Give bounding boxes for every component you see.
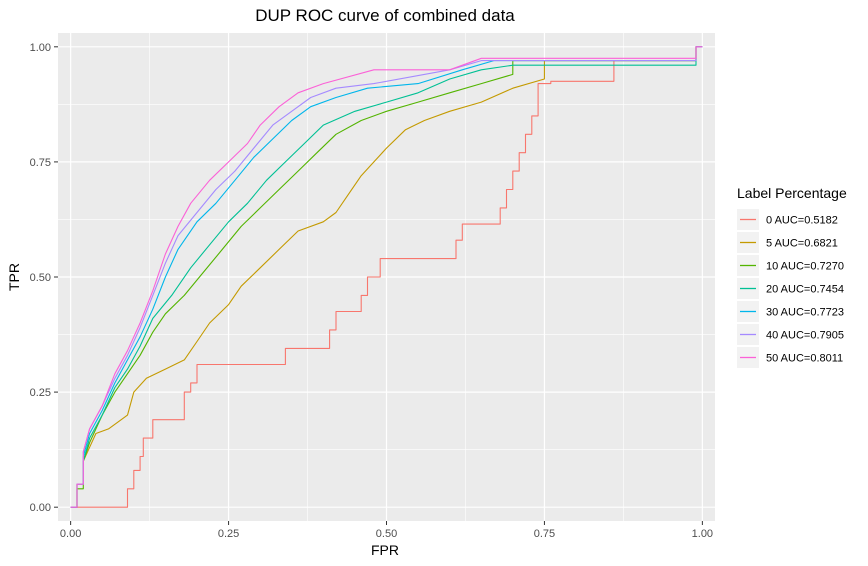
x-tick-label: 0.00: [60, 528, 81, 540]
series-line-3: [70, 46, 703, 508]
legend-label-6: 50 AUC=0.8011: [766, 353, 843, 365]
x-tick-label: 1.00: [692, 528, 713, 540]
legend-label-0: 0 AUC=0.5182: [766, 215, 838, 227]
legend-label-4: 30 AUC=0.7723: [766, 307, 844, 319]
x-tick-label: 0.50: [376, 528, 397, 540]
y-tick-label: 1.00: [30, 42, 51, 54]
series-line-2: [70, 46, 703, 508]
y-tick-label: 0.25: [30, 387, 51, 399]
series-line-4: [70, 46, 703, 508]
plot-panel: [58, 33, 715, 521]
series-layer: [70, 46, 703, 508]
y-tick-label: 0.00: [30, 502, 51, 514]
x-tick-label: 0.75: [534, 528, 555, 540]
legend-label-3: 20 AUC=0.7454: [766, 284, 844, 296]
chart-title: DUP ROC curve of combined data: [255, 6, 515, 25]
legend-label-2: 10 AUC=0.7270: [766, 261, 844, 273]
y-tick-label: 0.50: [30, 272, 51, 284]
legend: Label Percentage 0 AUC=0.5182 5 AUC=0.682…: [737, 185, 847, 368]
x-axis-title: FPR: [371, 542, 399, 558]
y-axis-title: TPR: [6, 263, 22, 291]
x-tick-label: 0.25: [218, 528, 239, 540]
axis-layer: 0.00 0.25 0.50 0.75 1.00 0.00 0.25 0.50 0.75 1.00: [30, 42, 713, 540]
legend-label-5: 40 AUC=0.7905: [766, 330, 844, 342]
series-line-6: [70, 46, 703, 508]
series-line-0: [70, 46, 703, 508]
series-line-1: [70, 46, 703, 508]
y-tick-label: 0.75: [30, 157, 51, 169]
legend-title: Label Percentage: [737, 185, 847, 201]
legend-label-1: 5 AUC=0.6821: [766, 238, 838, 250]
